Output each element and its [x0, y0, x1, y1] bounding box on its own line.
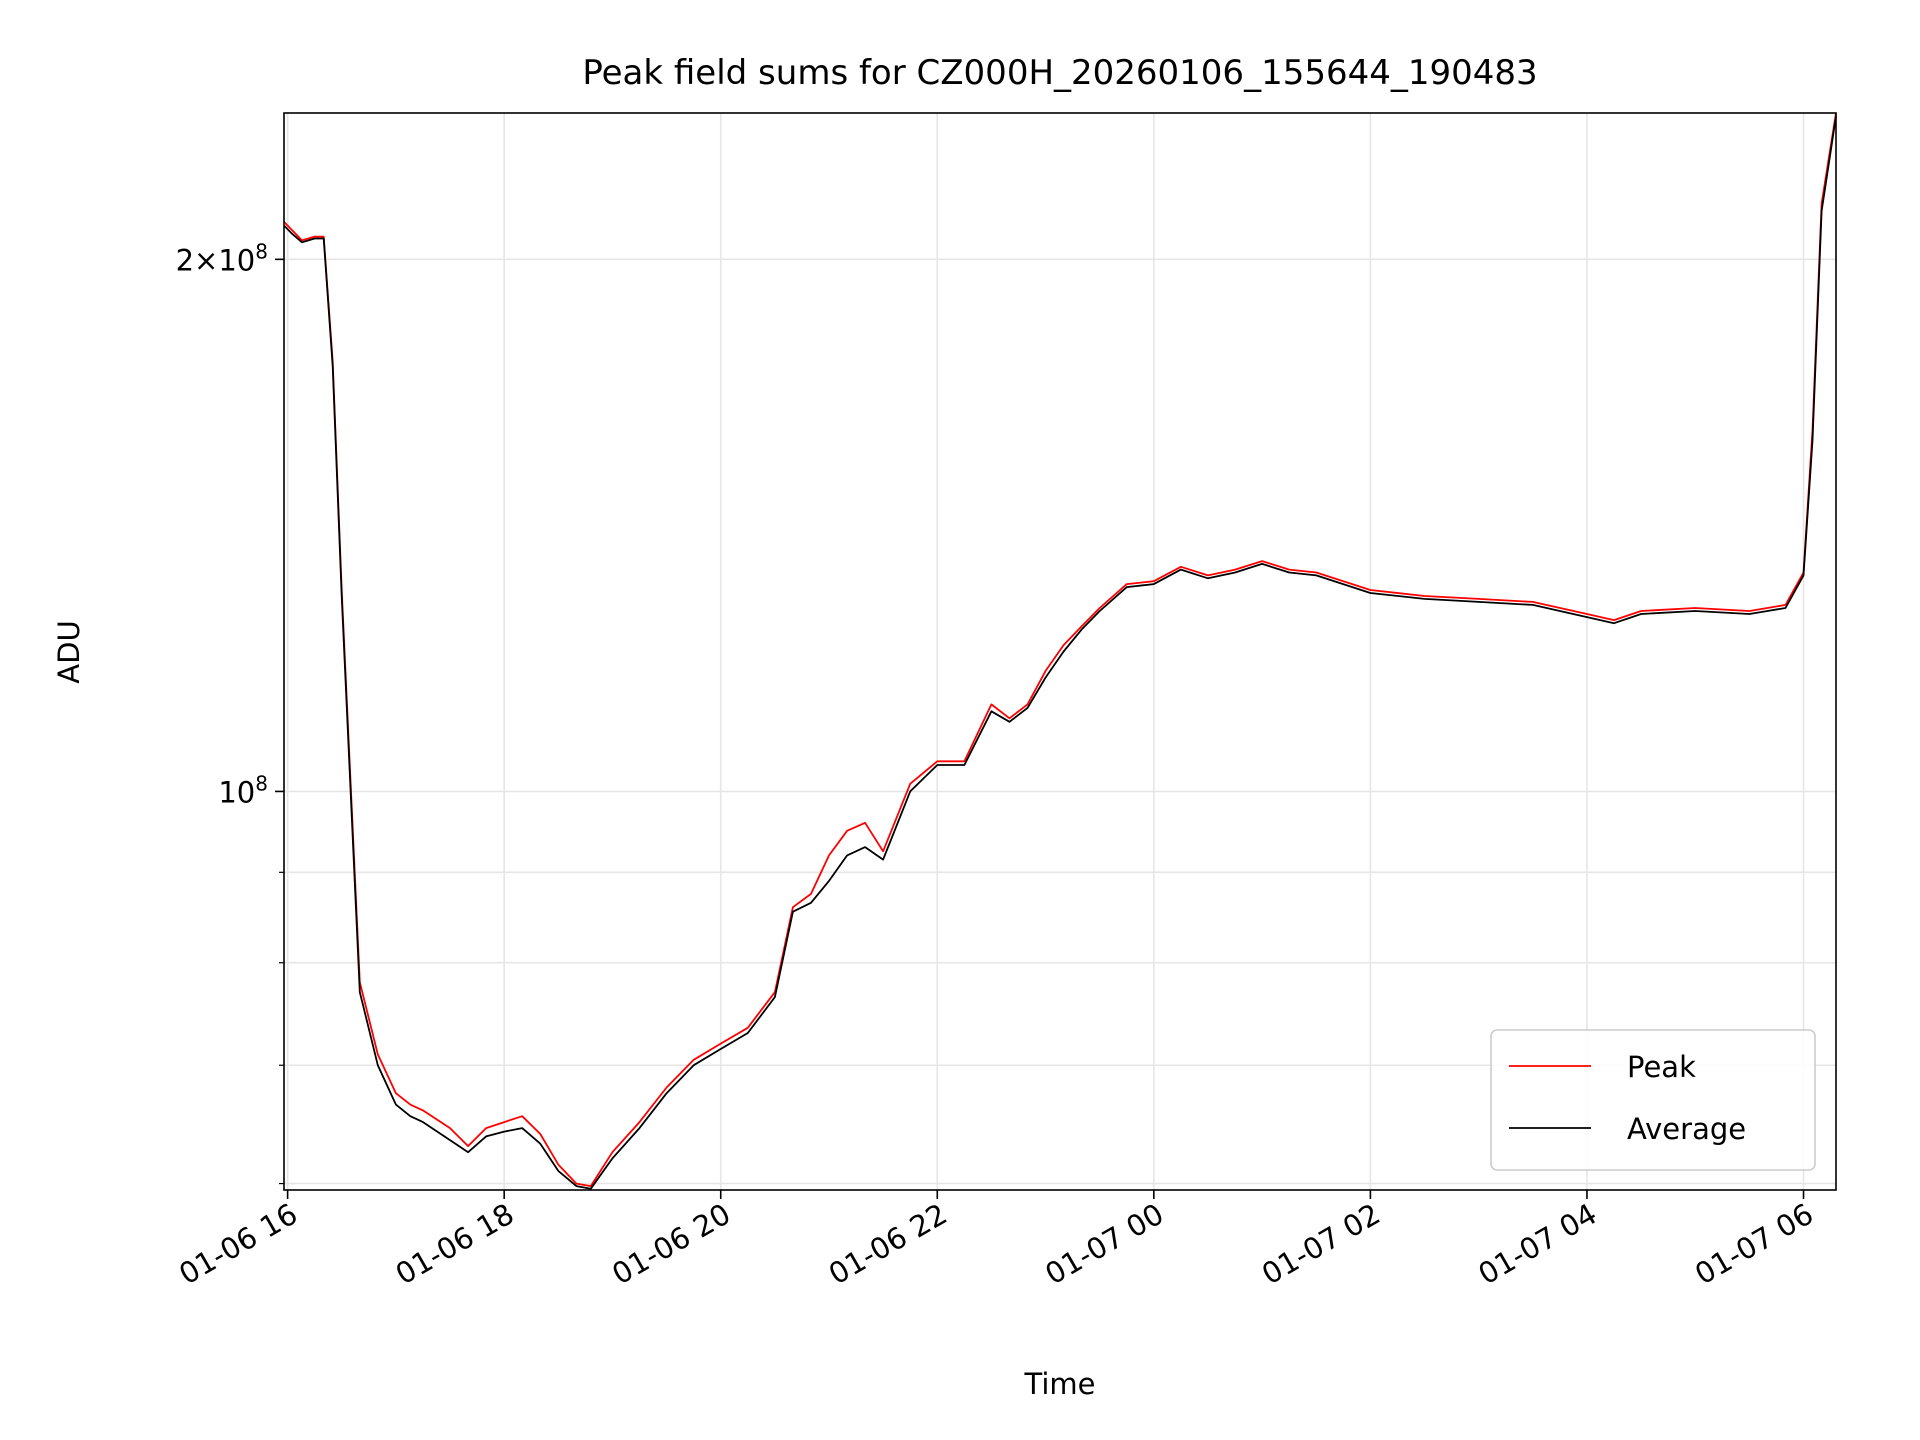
chart-title: Peak field sums for CZ000H_20260106_1556…	[582, 53, 1537, 93]
legend-label-average: Average	[1627, 1112, 1746, 1146]
legend: Peak Average	[1490, 1029, 1816, 1171]
series-line-average	[283, 116, 1837, 1190]
y-tick-label: 2×108	[176, 239, 268, 277]
grid	[284, 113, 1836, 1190]
legend-label-peak: Peak	[1627, 1050, 1696, 1084]
legend-box	[1490, 1029, 1816, 1171]
x-axis-label: Time	[1024, 1367, 1096, 1401]
y-axis-label: ADU	[52, 620, 86, 683]
series-layer	[283, 112, 1837, 1190]
plot-frame	[283, 112, 1837, 1191]
series-line-peak	[283, 112, 1837, 1187]
